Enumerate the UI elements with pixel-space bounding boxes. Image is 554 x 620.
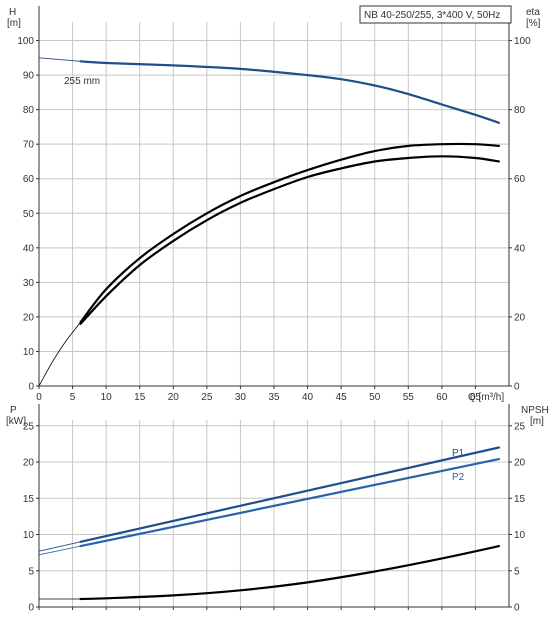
top-curves bbox=[38, 57, 500, 387]
top-right-tick-label: 100 bbox=[514, 36, 531, 47]
top-h-curve-line bbox=[79, 60, 500, 124]
bottom-right-tick-label: 10 bbox=[514, 530, 526, 541]
top-left-tick-label: 90 bbox=[23, 71, 35, 82]
top-x-tick-label: 35 bbox=[268, 392, 280, 403]
bottom-right-axis-label: NPSH bbox=[521, 405, 549, 416]
top-x-tick-label: 65 bbox=[470, 392, 482, 403]
top-x-tick-label: 15 bbox=[134, 392, 146, 403]
bottom-right-tick-label: 5 bbox=[514, 566, 520, 577]
top-left-axis-label: H bbox=[9, 7, 16, 18]
top-left-tick-label: 30 bbox=[23, 278, 35, 289]
top-left-tick-label: 70 bbox=[23, 140, 35, 151]
top-x-tick-label: 20 bbox=[168, 392, 180, 403]
bottom-right-tick-label: 20 bbox=[514, 458, 526, 469]
bottom-p2-line bbox=[79, 458, 500, 548]
top-right-axis-label: eta bbox=[526, 7, 540, 18]
top-left-tick-label: 40 bbox=[23, 243, 35, 254]
top-right-tick-label: 40 bbox=[514, 243, 526, 254]
top-h-curve-extension bbox=[38, 57, 81, 62]
top-eta-upper-line bbox=[79, 142, 500, 324]
top-left-axis-unit: [m] bbox=[7, 18, 21, 29]
top-left-tick-label: 10 bbox=[23, 347, 35, 358]
top-x-tick-label: 10 bbox=[101, 392, 113, 403]
top-x-tick-label: 60 bbox=[436, 392, 448, 403]
top-right-tick-label: 60 bbox=[514, 174, 526, 185]
bottom-p1-line bbox=[79, 446, 500, 543]
p2-series-label: P2 bbox=[452, 472, 465, 483]
top-left-tick-label: 60 bbox=[23, 174, 35, 185]
top-x-tick-label: 0 bbox=[36, 392, 42, 403]
bottom-left-axis-unit: [kW] bbox=[6, 416, 26, 427]
bottom-ticks: 0 5 10 15 20 25 0 5 10 15 20 25 bbox=[23, 421, 526, 613]
bottom-p2-extension bbox=[38, 545, 81, 556]
bottom-left-tick-label: 0 bbox=[28, 603, 34, 614]
top-x-tick-label: 30 bbox=[235, 392, 247, 403]
bottom-grid bbox=[39, 420, 509, 607]
head-efficiency-chart: 0 10 20 30 40 50 60 70 80 90 100 0 20 40 60 80 100 0 5 10 15… bbox=[7, 5, 541, 403]
top-eta-lower-line bbox=[79, 155, 500, 325]
bottom-p1-extension bbox=[38, 541, 81, 552]
top-grid bbox=[39, 22, 509, 386]
bottom-left-tick-label: 5 bbox=[28, 566, 34, 577]
top-right-tick-label: 80 bbox=[514, 105, 526, 116]
chart-title: NB 40-250/255, 3*400 V, 50Hz bbox=[364, 10, 500, 21]
bottom-right-tick-label: 25 bbox=[514, 421, 526, 432]
top-left-tick-label: 80 bbox=[23, 105, 35, 116]
bottom-left-tick-label: 10 bbox=[23, 530, 35, 541]
top-x-tick-label: 55 bbox=[403, 392, 415, 403]
bottom-npsh-line bbox=[79, 545, 500, 601]
top-right-tick-label: 0 bbox=[514, 382, 520, 393]
top-right-axis-unit: [%] bbox=[526, 18, 541, 29]
top-x-tick-label: 25 bbox=[201, 392, 213, 403]
top-left-tick-label: 50 bbox=[23, 209, 35, 220]
p1-series-label: P1 bbox=[452, 448, 465, 459]
bottom-left-tick-label: 20 bbox=[23, 458, 35, 469]
bottom-left-tick-label: 25 bbox=[23, 421, 35, 432]
top-left-tick-label: 20 bbox=[23, 312, 35, 323]
top-x-tick-label: 5 bbox=[70, 392, 76, 403]
top-x-tick-label: 50 bbox=[369, 392, 381, 403]
bottom-left-axis-label: P bbox=[10, 405, 17, 416]
top-eta-upper-extension bbox=[38, 321, 81, 387]
bottom-right-axis-unit: [m] bbox=[530, 416, 544, 427]
impeller-diameter-label: 255 mm bbox=[64, 76, 100, 87]
bottom-curves bbox=[38, 446, 500, 601]
x-axis-label: Q [m³/h] bbox=[468, 392, 504, 403]
top-x-tick-label: 40 bbox=[302, 392, 314, 403]
bottom-right-tick-label: 15 bbox=[514, 494, 526, 505]
bottom-right-tick-label: 0 bbox=[514, 603, 520, 614]
bottom-left-tick-label: 15 bbox=[23, 494, 35, 505]
top-x-tick-label: 45 bbox=[336, 392, 348, 403]
top-left-tick-label: 0 bbox=[28, 382, 34, 393]
top-left-tick-label: 100 bbox=[17, 36, 34, 47]
top-right-tick-label: 20 bbox=[514, 312, 526, 323]
top-ticks: 0 10 20 30 40 50 60 70 80 90 100 0 20 40 60 80 100 0 5 10 15… bbox=[17, 36, 531, 403]
title-box bbox=[359, 5, 512, 24]
